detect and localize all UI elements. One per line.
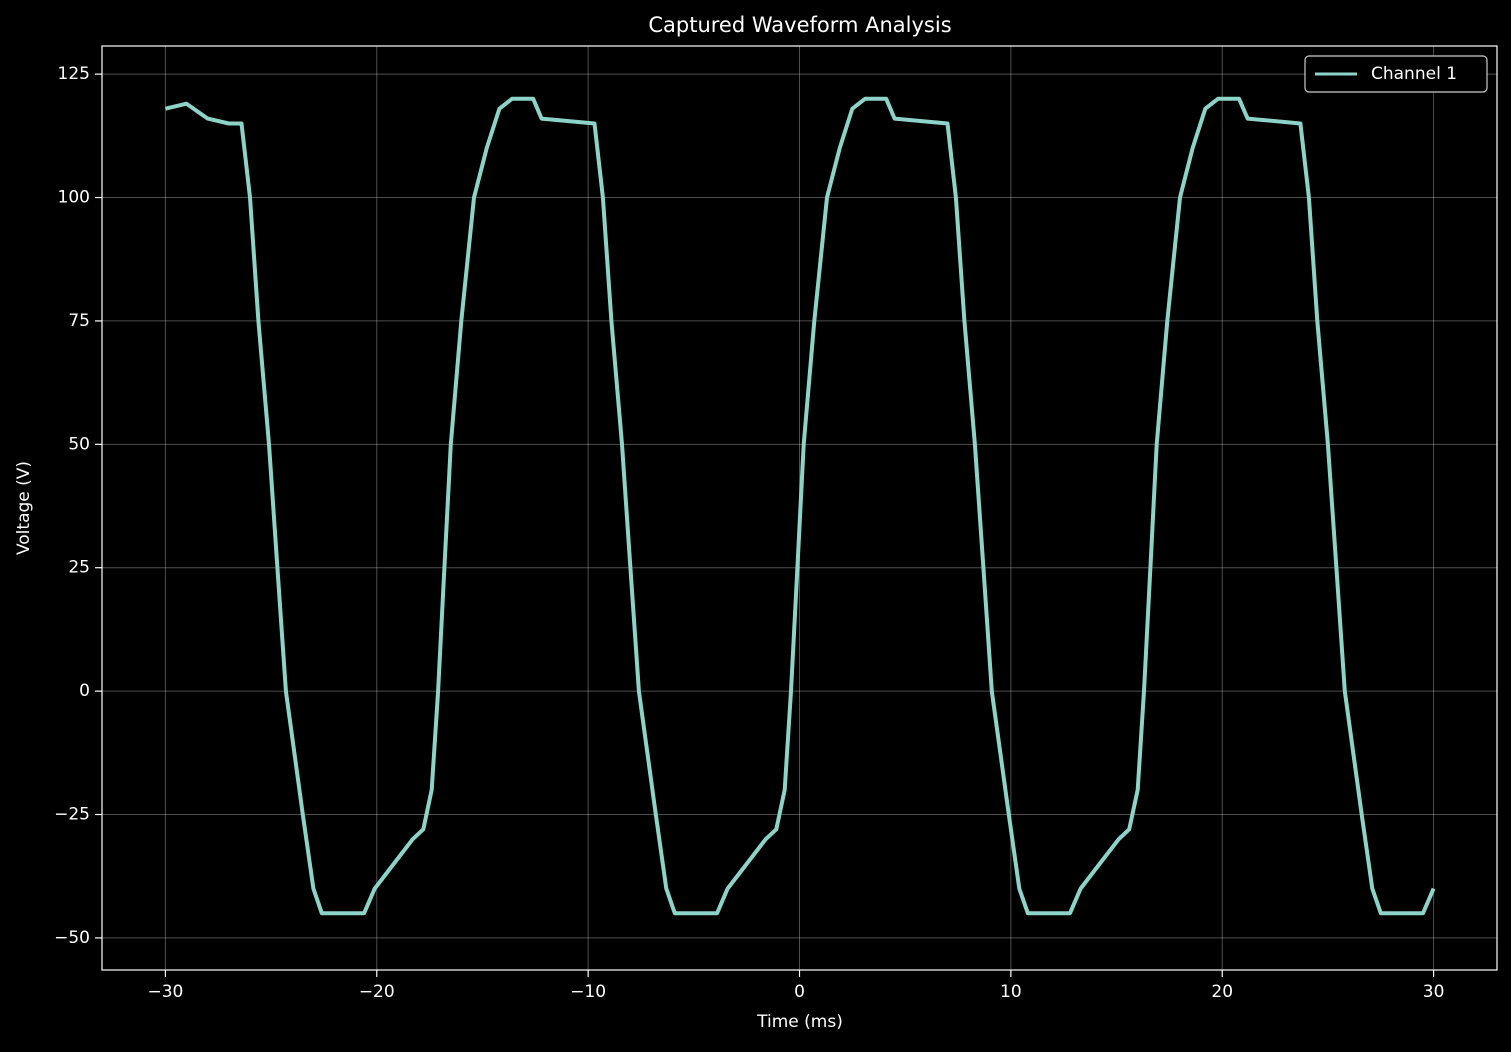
y-axis-label: Voltage (V) [14,461,34,555]
y-tick-label: 0 [79,681,90,701]
y-tick-label: 50 [68,434,90,454]
x-tick-label: −30 [147,982,183,1002]
x-tick-label: 30 [1423,982,1445,1002]
y-tick-label: 125 [58,64,90,84]
x-tick-label: 10 [1000,982,1022,1002]
plot-frame [101,45,1498,971]
chart-title: Captured Waveform Analysis [648,13,951,37]
x-tick-label: −20 [359,982,395,1002]
x-tick-label: 0 [794,982,805,1002]
y-tick-label: 25 [68,558,90,578]
x-tick-label: −10 [570,982,606,1002]
legend-label: Channel 1 [1371,64,1457,84]
data-line [164,96,1436,916]
y-tick-label: −25 [54,805,90,825]
legend-box [1304,55,1488,93]
x-axis-label: Time (ms) [756,1012,843,1032]
y-tick-label: 100 [58,188,90,208]
x-tick-label: 20 [1211,982,1233,1002]
y-tick-label: −50 [54,928,90,948]
y-tick-label: 75 [68,311,90,331]
